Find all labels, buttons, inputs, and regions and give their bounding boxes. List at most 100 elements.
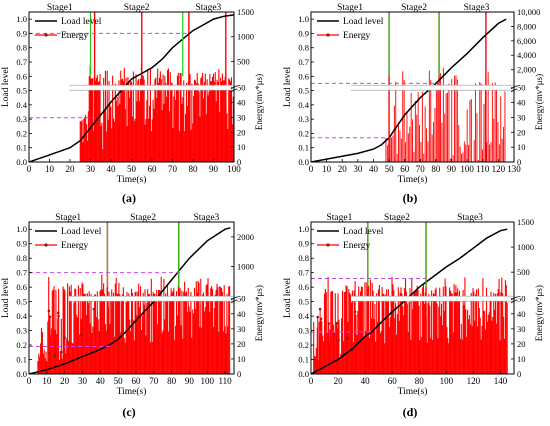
y-right-tick-label: 20 — [517, 339, 526, 349]
x-tick-label: 0 — [27, 164, 32, 174]
energy-point — [335, 321, 338, 325]
x-tick-label: 70 — [149, 376, 159, 386]
y-right-tick-label: 1500 — [517, 217, 534, 227]
stage-label: Stage1 — [55, 213, 81, 223]
x-tick-label: 30 — [78, 376, 88, 386]
load-level-line — [29, 227, 231, 374]
panel-d: 0 20 40 60 80 100 120 1400.00.10.20.30.40.50.60… — [283, 213, 544, 419]
x-tick-label: 10 — [42, 376, 52, 386]
panel-caption: (d) — [403, 405, 418, 419]
energy-point — [327, 322, 331, 325]
x-tick-label: 40 — [361, 376, 371, 386]
y-right-tick-label: 1000 — [237, 32, 254, 42]
y-left-tick-label: 0.2 — [298, 128, 309, 138]
x-tick-label: 70 — [416, 164, 426, 174]
legend-load-label: Load level — [343, 17, 384, 27]
energy-point — [353, 310, 357, 314]
energy-point — [318, 307, 322, 311]
y-left-tick-label: 0.5 — [16, 86, 27, 96]
y-right-tick-label: 10 — [517, 142, 526, 152]
y-left-tick-label: 0.4 — [16, 100, 27, 110]
y-right-tick-label: 50 — [517, 83, 526, 93]
panel-caption: (a) — [122, 191, 136, 205]
y-right-tick-label: 40 — [237, 98, 246, 108]
x-tick-label: 90 — [209, 164, 219, 174]
stage-label: Stage2 — [124, 3, 150, 13]
energy-point — [56, 311, 60, 315]
x-tick-label: 120 — [467, 376, 481, 386]
x-tick-label: 140 — [494, 376, 508, 386]
x-tick-label: 10 — [45, 164, 55, 174]
panel-caption: (b) — [403, 191, 418, 205]
legend-load-label: Load level — [61, 227, 102, 237]
panel-a: 0 10 20 30 40 50 60 70 80 90 1000.00.10.20.30.40.5… — [1, 3, 264, 205]
axis-break-mark — [230, 296, 238, 304]
y-left-tick-label: 0.0 — [298, 157, 309, 167]
x-tick-label: 40 — [369, 164, 379, 174]
y-left-axis-title: Load level — [1, 66, 11, 107]
y-right-tick-label: 50 — [237, 294, 246, 304]
y-right-tick-label: 0 — [237, 157, 241, 167]
x-tick-label: 60 — [400, 164, 410, 174]
x-tick-label: 0 — [309, 376, 314, 386]
x-tick-label: 10 — [322, 164, 332, 174]
y-left-tick-label: 0.6 — [16, 71, 27, 81]
x-tick-label: 110 — [476, 164, 490, 174]
energy-point — [316, 315, 320, 319]
y-left-tick-label: 0.9 — [298, 28, 309, 38]
x-tick-label: 20 — [60, 376, 70, 386]
stage-label: Stage1 — [337, 3, 363, 13]
y-left-tick-label: 0.3 — [16, 114, 27, 124]
y-right-tick-label: 40 — [237, 309, 246, 319]
y-left-tick-label: 0.7 — [298, 57, 309, 67]
y-left-tick-label: 0.5 — [298, 86, 309, 96]
y-left-tick-label: 1.0 — [16, 224, 27, 234]
y-right-tick-label: 10,000 — [517, 7, 540, 17]
y-left-tick-label: 0.2 — [298, 340, 309, 350]
y-left-tick-label: 0.0 — [16, 369, 27, 379]
y-left-tick-label: 0.9 — [298, 239, 309, 249]
y-right-tick-label: 1500 — [237, 7, 254, 17]
axis-break-mark — [230, 85, 238, 93]
axis-break-band — [351, 85, 514, 91]
y-left-tick-label: 0.5 — [16, 297, 27, 307]
energy-point — [337, 338, 340, 342]
legend-energy-marker — [326, 243, 330, 247]
axis-break-band — [69, 85, 234, 91]
y-left-tick-label: 0.2 — [16, 128, 27, 138]
x-tick-label: 80 — [167, 376, 177, 386]
y-left-tick-label: 1.0 — [16, 14, 27, 24]
x-tick-label: 50 — [114, 376, 124, 386]
y-left-tick-label: 0.3 — [298, 114, 309, 124]
y-right-axis-title: Energy(mv*μs) — [534, 74, 544, 130]
y-left-tick-label: 0.8 — [16, 43, 27, 53]
y-right-tick-label: 10 — [237, 354, 246, 364]
x-tick-label: 90 — [185, 376, 195, 386]
panel-c: 0 10 20 30 40 50 60 70 80 90 100 1100.00.10.20.30.4… — [1, 213, 264, 419]
x-tick-label: 130 — [507, 164, 521, 174]
y-right-tick-label: 0 — [517, 369, 521, 379]
y-left-axis-title: Load level — [283, 66, 293, 107]
y-right-tick-label: 50 — [517, 294, 526, 304]
y-right-tick-label: 0 — [237, 369, 241, 379]
y-right-axis-title: Energy(mv*μs) — [254, 285, 264, 341]
y-right-tick-label: 20 — [237, 339, 246, 349]
x-tick-label: 20 — [334, 376, 344, 386]
legend-energy-marker — [44, 243, 48, 247]
y-left-tick-label: 0.6 — [298, 282, 309, 292]
y-right-tick-label: 500 — [237, 56, 250, 66]
y-left-axis-title: Load level — [283, 277, 293, 318]
y-right-tick-label: 30 — [237, 112, 246, 122]
legend-energy-label: Energy — [61, 31, 89, 41]
x-axis-title: Time(s) — [398, 386, 428, 397]
y-right-tick-label: 0 — [517, 157, 521, 167]
y-right-tick-label: 10 — [517, 354, 526, 364]
x-axis-title: Time(s) — [117, 386, 147, 397]
y-left-tick-label: 0.2 — [16, 340, 27, 350]
legend-load-label: Load level — [61, 17, 102, 27]
y-left-tick-label: 0.0 — [298, 369, 309, 379]
energy-point — [345, 337, 349, 340]
y-left-tick-label: 0.4 — [298, 311, 309, 321]
